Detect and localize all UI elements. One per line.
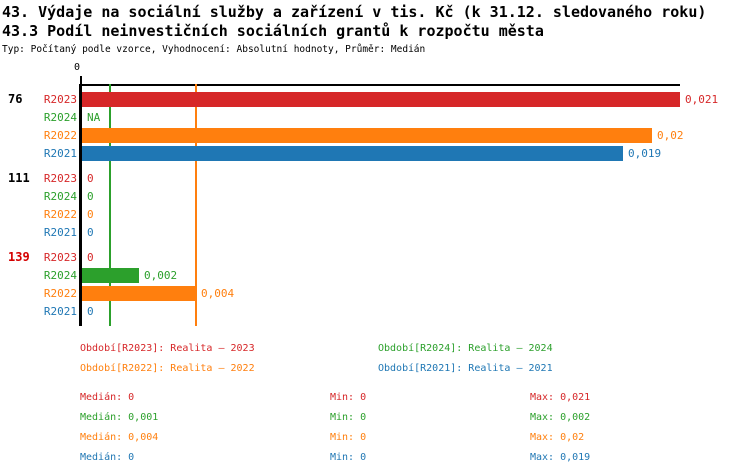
series-label-r2022: R2022 bbox=[43, 207, 77, 221]
bar-value: 0 bbox=[87, 250, 94, 264]
series-label-r2021: R2021 bbox=[43, 146, 77, 160]
legend-item-r2022: Období[R2022]: Realita – 2022 bbox=[80, 363, 255, 374]
bar-zone: 0,004 bbox=[82, 285, 235, 301]
bar-zone: 0 bbox=[82, 226, 94, 239]
series-label-r2024: R2024 bbox=[43, 189, 77, 203]
median-value: Medián: 0,001 bbox=[80, 412, 159, 423]
series-label-r2023: R2023 bbox=[43, 250, 77, 264]
bar-value: 0,004 bbox=[201, 286, 235, 300]
max-value: Max: 0,002 bbox=[530, 412, 591, 423]
chart-row: R2022 0,02 bbox=[0, 126, 750, 144]
series-label-r2022: R2022 bbox=[43, 286, 77, 300]
indicator-subtitle: 43.3 Podíl neinvestičních sociálních gra… bbox=[2, 22, 544, 40]
x-axis-line bbox=[80, 84, 680, 86]
stats-row-r2023: Medián: 0 Min: 0 Max: 0,021 bbox=[0, 392, 750, 405]
bar-zone: 0,021 bbox=[82, 91, 719, 107]
bar-group-111: 111 R2023 0 R2024 0 R2022 0 R2021 0 bbox=[0, 169, 750, 241]
median-value: Medián: 0 bbox=[80, 452, 135, 463]
max-value: Max: 0,02 bbox=[530, 432, 585, 443]
bar-zone: 0,02 bbox=[82, 127, 684, 143]
bar-value: 0 bbox=[87, 171, 94, 185]
chart-row: 139 R2023 0 bbox=[0, 248, 750, 266]
bar-zone: 0 bbox=[82, 251, 94, 264]
group-label: 111 bbox=[8, 171, 30, 185]
bar-zone: 0,019 bbox=[82, 145, 662, 161]
page-title: 43. Výdaje na sociální služby a zařízení… bbox=[2, 3, 707, 21]
series-label-r2021: R2021 bbox=[43, 304, 77, 318]
stats-row-r2021: Medián: 0 Min: 0 Max: 0,019 bbox=[0, 452, 750, 465]
chart-row: 76 R2023 0,021 bbox=[0, 90, 750, 108]
bar-zone: 0 bbox=[82, 208, 94, 221]
bar-zone: 0,002 bbox=[82, 267, 178, 283]
bar-value: 0,019 bbox=[628, 146, 662, 160]
indicator-meta-line: Typ: Počítaný podle vzorce, Vyhodnocení:… bbox=[2, 44, 426, 55]
chart-row: R2022 0,004 bbox=[0, 284, 750, 302]
chart-row: 111 R2023 0 bbox=[0, 169, 750, 187]
median-line-r2024 bbox=[109, 84, 111, 326]
legend-item-r2023: Období[R2023]: Realita – 2023 bbox=[80, 343, 255, 354]
series-label-r2022: R2022 bbox=[43, 128, 77, 142]
bar-r2024 bbox=[82, 267, 139, 283]
bar-group-139: 139 R2023 0 R2024 0,002 R2022 0,004 R2021 0 bbox=[0, 248, 750, 320]
bar-value: 0,021 bbox=[685, 92, 719, 106]
stats-row-r2022: Medián: 0,004 Min: 0 Max: 0,02 bbox=[0, 432, 750, 445]
bar-value: 0,02 bbox=[657, 128, 684, 142]
legend-item-r2021: Období[R2021]: Realita – 2021 bbox=[378, 363, 553, 374]
group-label: 139 bbox=[8, 250, 30, 264]
x-axis-zero-tick-label: 0 bbox=[74, 62, 81, 73]
group-label: 76 bbox=[8, 92, 23, 106]
bar-value: 0 bbox=[87, 189, 94, 203]
median-line-r2022 bbox=[195, 84, 197, 326]
chart-row: R2024 0,002 bbox=[0, 266, 750, 284]
chart-row: R2022 0 bbox=[0, 205, 750, 223]
chart-row: R2024 0 bbox=[0, 187, 750, 205]
chart-rows: 76 R2023 0,021 R2024 NA R2022 0,02 R2021 0,019 11… bbox=[0, 90, 750, 320]
bar-r2021 bbox=[82, 145, 623, 161]
chart-row: R2021 0,019 bbox=[0, 144, 750, 162]
chart-row: R2021 0 bbox=[0, 302, 750, 320]
bar-zone: 0 bbox=[82, 305, 94, 318]
series-label-r2024: R2024 bbox=[43, 268, 77, 282]
bar-zone: NA bbox=[82, 111, 100, 124]
max-value: Max: 0,021 bbox=[530, 392, 591, 403]
x-axis-tick-mark bbox=[80, 76, 82, 84]
bar-zone: 0 bbox=[82, 172, 94, 185]
chart-row: R2021 0 bbox=[0, 223, 750, 241]
bar-zone: 0 bbox=[82, 190, 94, 203]
bar-r2023 bbox=[82, 91, 680, 107]
bar-value: 0 bbox=[87, 207, 94, 221]
series-label-r2023: R2023 bbox=[43, 171, 77, 185]
max-value: Max: 0,019 bbox=[530, 452, 591, 463]
legend-item-r2024: Období[R2024]: Realita – 2024 bbox=[378, 343, 553, 354]
bar-value: NA bbox=[87, 110, 101, 124]
bar-value: 0 bbox=[87, 304, 94, 318]
series-label-r2021: R2021 bbox=[43, 225, 77, 239]
bar-value: 0 bbox=[87, 225, 94, 239]
min-value: Min: 0 bbox=[330, 432, 367, 443]
y-axis-line bbox=[79, 84, 82, 326]
bar-group-76: 76 R2023 0,021 R2024 NA R2022 0,02 R2021 0,019 bbox=[0, 90, 750, 162]
bar-r2022 bbox=[82, 285, 196, 301]
min-value: Min: 0 bbox=[330, 412, 367, 423]
min-value: Min: 0 bbox=[330, 392, 367, 403]
median-value: Medián: 0 bbox=[80, 392, 135, 403]
series-label-r2024: R2024 bbox=[43, 110, 77, 124]
series-label-r2023: R2023 bbox=[43, 92, 77, 106]
stats-row-r2024: Medián: 0,001 Min: 0 Max: 0,002 bbox=[0, 412, 750, 425]
bar-value: 0,002 bbox=[144, 268, 178, 282]
min-value: Min: 0 bbox=[330, 452, 367, 463]
chart-row: R2024 NA bbox=[0, 108, 750, 126]
median-value: Medián: 0,004 bbox=[80, 432, 159, 443]
bar-r2022 bbox=[82, 127, 652, 143]
